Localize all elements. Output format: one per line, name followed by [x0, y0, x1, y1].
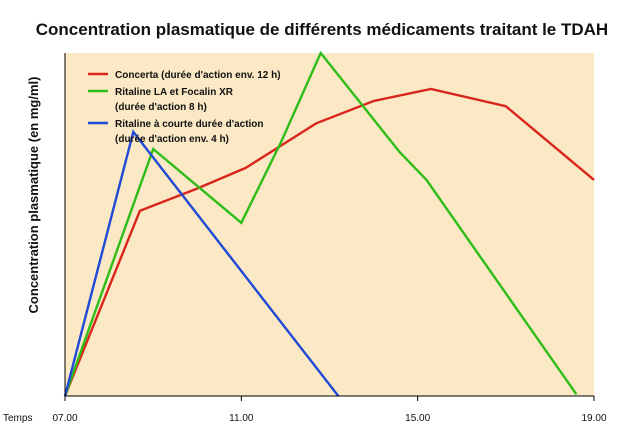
series-line-0 [63, 87, 595, 397]
x-tick-label: 11.00 [229, 413, 254, 424]
series-line-1 [63, 50, 578, 397]
x-tick-label: 15.00 [405, 413, 430, 424]
legend: Concerta (durée d'action env. 12 h) Rital… [88, 70, 281, 145]
chart-title: Concentration plasmatique de différents … [36, 20, 608, 39]
x-ticks: 07.00 11.00 15.00 19.00 [52, 396, 607, 424]
series-line-2 [63, 129, 340, 397]
legend-label-2: Ritaline à courte durée d'action [115, 119, 264, 130]
legend-label-1: Ritaline LA et Focalin XR [115, 87, 234, 98]
x-tick-label: 19.00 [581, 413, 606, 424]
plot-area [65, 53, 594, 396]
legend-label-0: Concerta (durée d'action env. 12 h) [115, 70, 281, 81]
series-lines [63, 50, 595, 397]
legend-label-2: (durée d'action env. 4 h) [115, 134, 229, 145]
x-tick-label: 07.00 [52, 413, 77, 424]
y-axis-label: Concentration plasmatique (en mg/ml) [26, 77, 41, 314]
x-axis-label: Temps [3, 413, 32, 424]
legend-label-1: (durée d'action 8 h) [115, 102, 207, 113]
